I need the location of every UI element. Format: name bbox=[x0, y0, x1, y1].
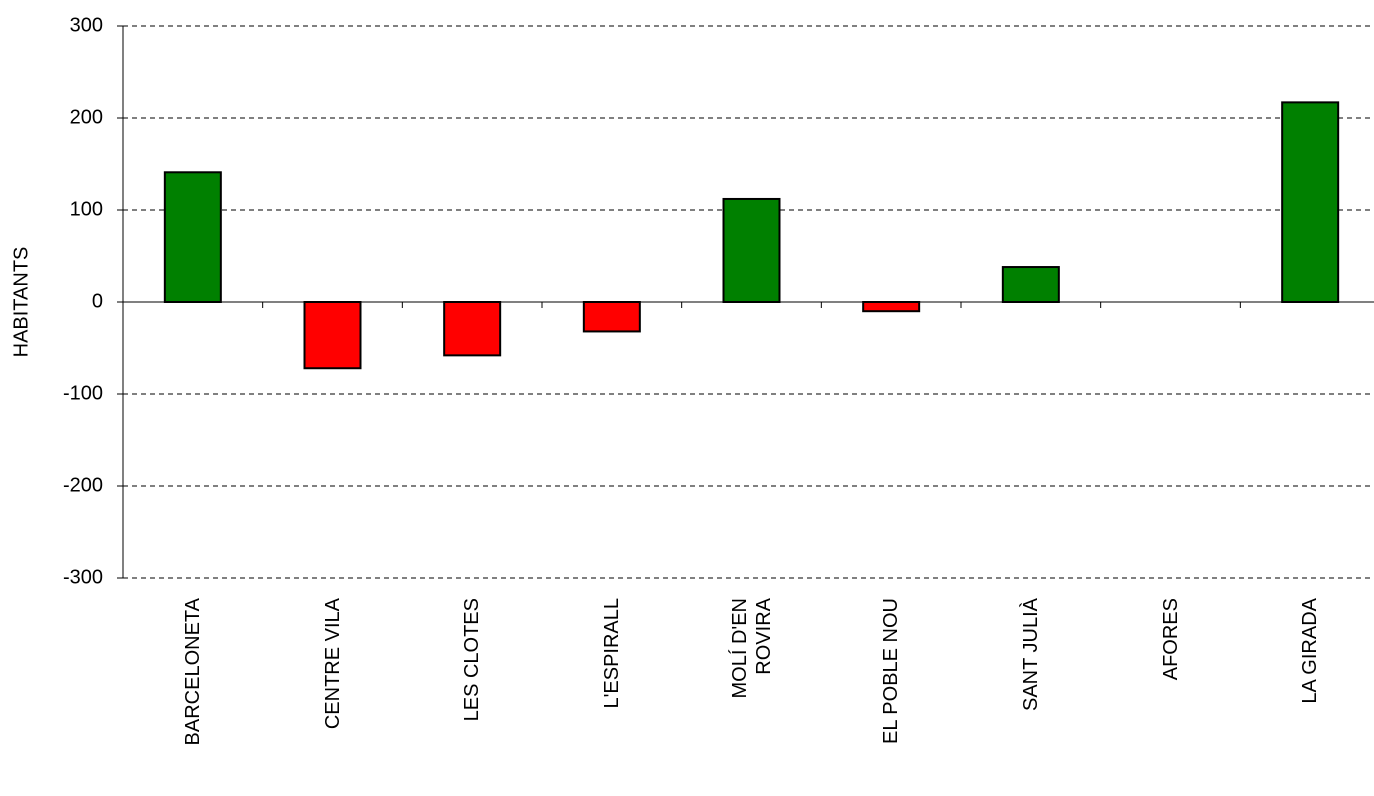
bar bbox=[1281, 101, 1340, 303]
bar bbox=[1001, 266, 1060, 304]
y-axis-label: HABITANTS bbox=[10, 247, 32, 358]
x-tick-label: SANT JULIÀ bbox=[1019, 598, 1042, 711]
bar bbox=[163, 171, 222, 303]
x-tick-label: LES CLOTES bbox=[461, 598, 484, 722]
x-tick-label: MOLÍ D'EN ROVIRA bbox=[728, 598, 775, 699]
y-tick-label: 100 bbox=[70, 198, 103, 220]
bar bbox=[303, 301, 362, 370]
y-tick-label: 300 bbox=[70, 14, 103, 36]
bar bbox=[862, 301, 921, 313]
x-tick-label: BARCELONETA bbox=[181, 598, 204, 746]
bar bbox=[443, 301, 502, 357]
x-tick-label: LA GIRADA bbox=[1299, 598, 1322, 704]
bar bbox=[722, 197, 781, 304]
x-tick-label: EL POBLE NOU bbox=[880, 598, 903, 744]
y-tick-label: -200 bbox=[63, 474, 103, 496]
bar bbox=[582, 301, 641, 333]
y-tick-label: 200 bbox=[70, 106, 103, 128]
x-tick-label: CENTRE VILA bbox=[321, 598, 344, 730]
y-tick-label: -300 bbox=[63, 566, 103, 588]
x-tick-label: L'ESPIRALL bbox=[600, 598, 623, 709]
x-tick-label: AFORES bbox=[1159, 598, 1182, 681]
y-tick-label: 0 bbox=[92, 290, 103, 312]
y-tick-label: -100 bbox=[63, 382, 103, 404]
